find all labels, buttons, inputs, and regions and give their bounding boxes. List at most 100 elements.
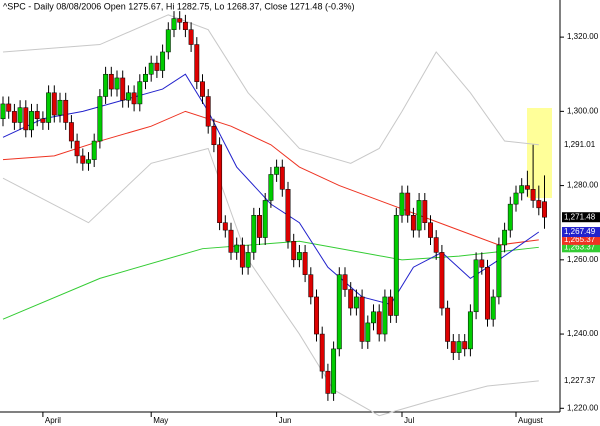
- candle-body: [353, 296, 359, 309]
- candle-body: [308, 274, 314, 298]
- candle-body: [416, 200, 422, 231]
- candle-body: [496, 244, 502, 298]
- candle-body: [217, 144, 223, 223]
- candle-body: [422, 200, 428, 223]
- x-tick-label: August: [518, 416, 544, 425]
- highlight-box: [527, 108, 552, 198]
- value-tag: [562, 139, 600, 150]
- candle-body: [239, 244, 245, 268]
- candle-body: [502, 229, 508, 246]
- candle-body: [91, 140, 97, 160]
- candle-body: [479, 259, 485, 268]
- candle-body: [376, 311, 382, 335]
- candle-body: [513, 192, 519, 205]
- candle-body: [29, 111, 34, 131]
- candle-body: [428, 222, 433, 238]
- candle-body: [200, 81, 205, 97]
- candle-body: [485, 266, 490, 320]
- candle-body: [108, 73, 114, 90]
- candle-body: [0, 103, 6, 120]
- candle-body: [125, 92, 131, 101]
- chart-title: ^SPC - Daily 08/08/2006 Open 1275.67, Hi…: [3, 1, 354, 11]
- candle-body: [279, 166, 285, 190]
- value-tag-label: 1,263.37: [564, 242, 596, 251]
- candle-body: [114, 77, 120, 90]
- y-tick-label: 1,320.00: [567, 32, 599, 41]
- candle-body: [325, 370, 331, 394]
- candle-body: [319, 333, 325, 372]
- candle-body: [433, 237, 439, 253]
- candle-body: [57, 99, 63, 116]
- value-tag-label: 1,267.49: [564, 227, 596, 236]
- y-tick-label: 1,280.00: [567, 181, 599, 190]
- candle-body: [274, 166, 280, 175]
- candle-body: [296, 252, 302, 261]
- candle-body: [473, 259, 479, 313]
- candle-body: [542, 201, 547, 218]
- candle-body: [285, 189, 291, 242]
- candle-body: [222, 222, 228, 231]
- candle-body: [211, 125, 217, 146]
- candle-body: [365, 322, 371, 342]
- candle-body: [143, 73, 148, 82]
- candle-body: [97, 96, 103, 142]
- x-tick-label: Jul: [404, 416, 414, 425]
- candle-body: [245, 252, 251, 268]
- candle-body: [46, 92, 52, 123]
- candle-body: [40, 118, 46, 123]
- overlay-line: [2, 110, 539, 246]
- candle-body: [11, 111, 17, 123]
- y-tick-label: 1,240.00: [567, 329, 599, 338]
- value-tag: [562, 234, 600, 245]
- value-tag: [562, 242, 600, 253]
- value-tag-label: 1,227.37: [564, 376, 596, 385]
- x-tick-label: April: [45, 416, 61, 425]
- overlay-line: [2, 14, 539, 164]
- value-tag: [562, 375, 600, 386]
- candle-body: [234, 244, 240, 253]
- overlay-line: [2, 240, 539, 320]
- overlay-line: [2, 73, 540, 305]
- candle-body: [348, 289, 354, 309]
- candle-body: [63, 99, 69, 123]
- candle-body: [524, 185, 530, 190]
- candle-body: [68, 122, 74, 142]
- candle-body: [148, 62, 154, 75]
- candle-body: [182, 22, 188, 30]
- candle-body: [371, 311, 376, 324]
- candle-body: [388, 296, 394, 316]
- candle-body: [302, 252, 308, 275]
- candle-body: [257, 215, 262, 238]
- candle-body: [51, 92, 57, 116]
- candle-body: [120, 77, 126, 101]
- candle-body: [228, 229, 234, 253]
- candle-body: [177, 18, 183, 23]
- candle-body: [456, 341, 462, 353]
- candle-body: [393, 215, 399, 316]
- candle-body: [34, 111, 40, 120]
- value-tag-label: 1,271.48: [564, 212, 596, 221]
- candle-body: [251, 215, 257, 253]
- candle-body: [490, 296, 496, 320]
- overlay-line: [2, 147, 539, 417]
- candle-body: [399, 192, 405, 216]
- candle-body: [405, 192, 411, 216]
- candle-body: [336, 274, 342, 350]
- candle-body: [6, 103, 12, 112]
- candle-body: [536, 200, 542, 209]
- value-tag: [562, 212, 600, 223]
- candle-body: [171, 18, 177, 30]
- candle-body: [74, 140, 80, 157]
- candle-body: [410, 215, 416, 231]
- candle-body: [359, 296, 365, 342]
- candle-body: [131, 92, 137, 105]
- candle-body: [507, 203, 513, 231]
- candle-body: [450, 341, 456, 353]
- candle-body: [80, 155, 86, 164]
- candle-body: [519, 185, 525, 194]
- candle-body: [205, 96, 211, 127]
- candle-body: [194, 44, 200, 82]
- candle-body: [439, 252, 445, 309]
